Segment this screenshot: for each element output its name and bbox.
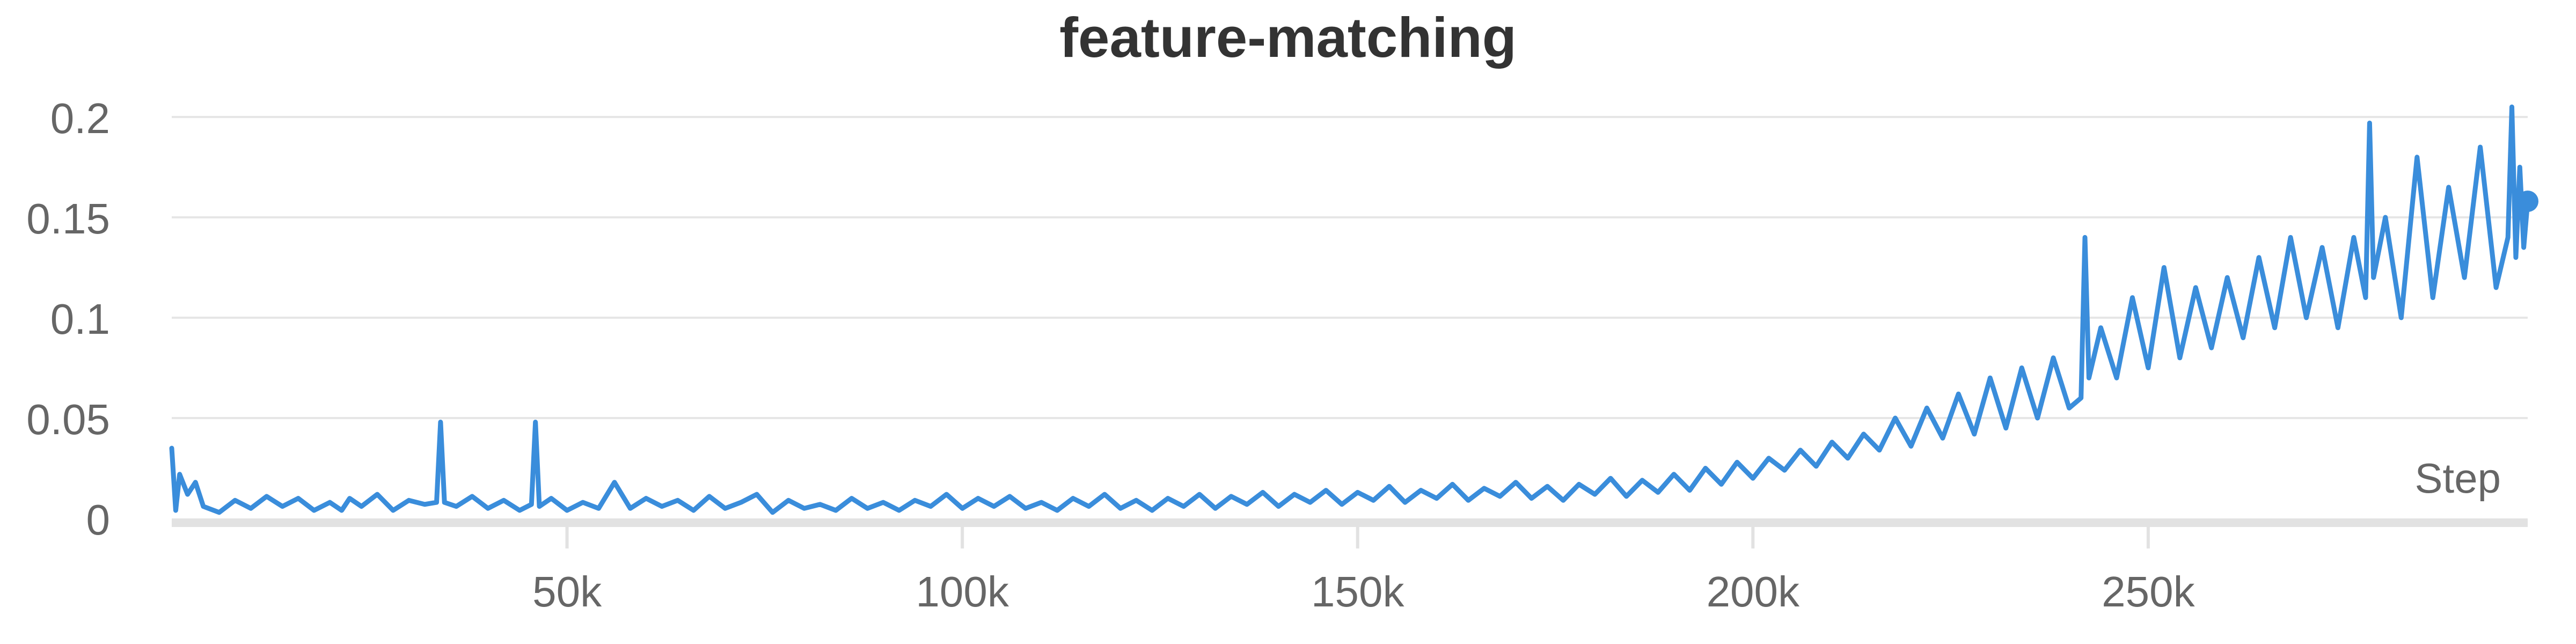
series-end-marker	[2517, 191, 2538, 213]
x-axis-label: Step	[2415, 455, 2501, 502]
series-line	[169, 104, 2530, 515]
x-tick-labels: 50k 100k 150k 200k 250k	[532, 568, 2196, 616]
chart-title: feature-matching	[1059, 6, 1517, 69]
x-tick-label: 150k	[1311, 568, 1404, 616]
y-tick-label: 0	[86, 496, 111, 544]
y-tick-label: 0.1	[50, 295, 110, 343]
x-tick-label: 250k	[2102, 568, 2195, 616]
y-tick-label: 0.15	[26, 195, 110, 243]
series-layer	[169, 104, 2538, 515]
y-tick-labels: 0 0.05 0.1 0.15 0.2	[26, 94, 110, 544]
x-axis	[172, 518, 2528, 548]
x-tick-label: 100k	[916, 568, 1009, 616]
y-tick-label: 0.2	[50, 94, 110, 142]
y-tick-label: 0.05	[26, 396, 110, 443]
x-tick-label: 50k	[532, 568, 602, 616]
grid-lines	[172, 116, 2528, 419]
x-tick-label: 200k	[1707, 568, 1800, 616]
